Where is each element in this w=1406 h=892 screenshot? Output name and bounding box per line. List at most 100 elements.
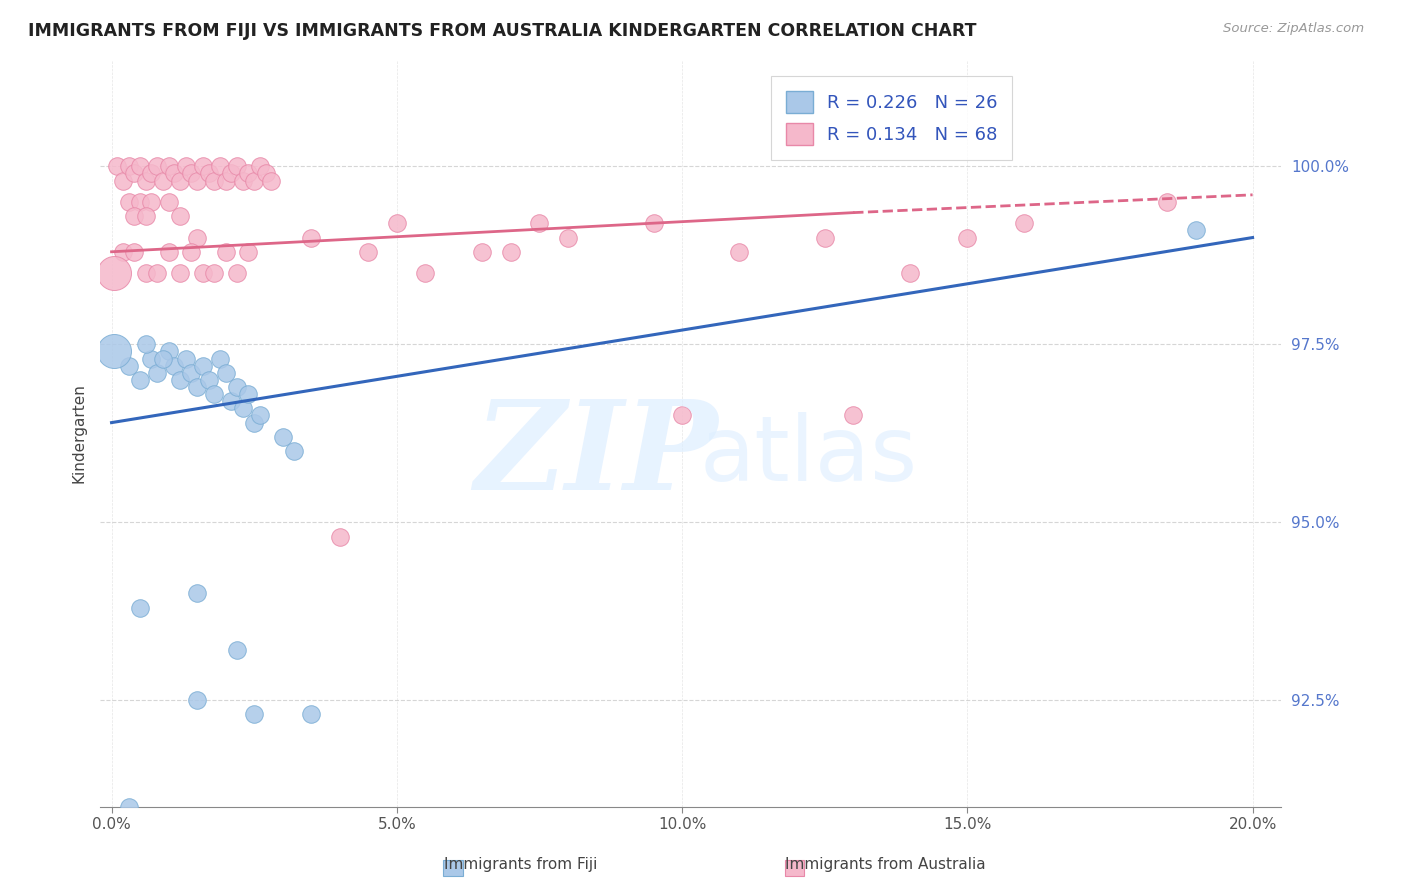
Point [186,380,208,394]
Point [124,209,146,223]
Point [1014,216,1036,230]
Point [226,380,249,394]
Point [202,266,225,280]
Point [214,244,236,259]
Point [118,800,141,814]
Point [186,693,208,707]
Point [157,160,180,174]
Point [135,173,157,187]
Point [221,394,243,409]
Point [157,344,180,359]
Point [221,166,243,180]
Point [118,160,141,174]
Text: IMMIGRANTS FROM FIJI VS IMMIGRANTS FROM AUSTRALIA KINDERGARTEN CORRELATION CHART: IMMIGRANTS FROM FIJI VS IMMIGRANTS FROM … [28,22,977,40]
Point [118,194,141,209]
Point [141,351,163,366]
Point [191,160,214,174]
Legend: R = 0.226   N = 26, R = 0.134   N = 68: R = 0.226 N = 26, R = 0.134 N = 68 [772,76,1012,160]
Point [135,266,157,280]
Point [299,707,322,722]
Point [226,266,249,280]
Point [186,586,208,600]
Point [174,351,197,366]
Point [249,409,271,423]
Point [157,244,180,259]
Point [163,359,186,373]
Point [141,166,163,180]
Point [557,230,579,244]
Point [146,160,169,174]
Point [214,173,236,187]
Point [671,409,693,423]
Point [243,707,266,722]
Point [103,344,125,359]
Point [415,266,437,280]
Point [191,266,214,280]
Point [842,409,865,423]
Point [169,266,191,280]
Point [152,173,174,187]
Point [124,244,146,259]
Point [271,430,294,444]
Point [197,166,219,180]
Point [283,444,305,458]
Point [208,160,231,174]
Point [105,160,128,174]
Point [471,244,494,259]
Point [129,373,152,387]
Point [728,244,751,259]
Point [357,244,380,259]
Point [174,160,197,174]
Point [103,266,125,280]
Point [146,366,169,380]
Point [141,194,163,209]
Point [180,366,202,380]
Point [197,373,219,387]
Text: Source: ZipAtlas.com: Source: ZipAtlas.com [1223,22,1364,36]
Point [129,160,152,174]
Point [385,216,408,230]
Point [146,266,169,280]
Point [152,351,174,366]
Point [186,230,208,244]
Point [226,160,249,174]
Point [157,194,180,209]
Point [118,359,141,373]
Point [814,230,837,244]
Point [129,194,152,209]
Point [238,166,260,180]
Point [299,230,322,244]
Point [232,401,254,416]
Point [191,359,214,373]
Text: ZIP: ZIP [474,395,718,516]
Point [135,209,157,223]
Point [1156,194,1178,209]
Point [208,351,231,366]
Point [898,266,921,280]
Point [1184,223,1206,237]
Point [180,166,202,180]
Point [180,244,202,259]
Point [329,529,352,543]
Point [232,173,254,187]
Point [169,209,191,223]
Point [214,366,236,380]
Text: Immigrants from Fiji: Immigrants from Fiji [443,857,598,872]
Point [169,173,191,187]
Point [243,416,266,430]
Text: atlas: atlas [700,412,918,500]
Point [124,166,146,180]
Point [202,387,225,401]
Point [238,387,260,401]
Point [163,166,186,180]
Point [135,337,157,351]
Point [643,216,665,230]
Point [226,643,249,657]
Point [260,173,283,187]
Point [254,166,277,180]
Point [111,244,134,259]
Point [169,373,191,387]
Point [111,173,134,187]
Point [202,173,225,187]
Point [529,216,551,230]
